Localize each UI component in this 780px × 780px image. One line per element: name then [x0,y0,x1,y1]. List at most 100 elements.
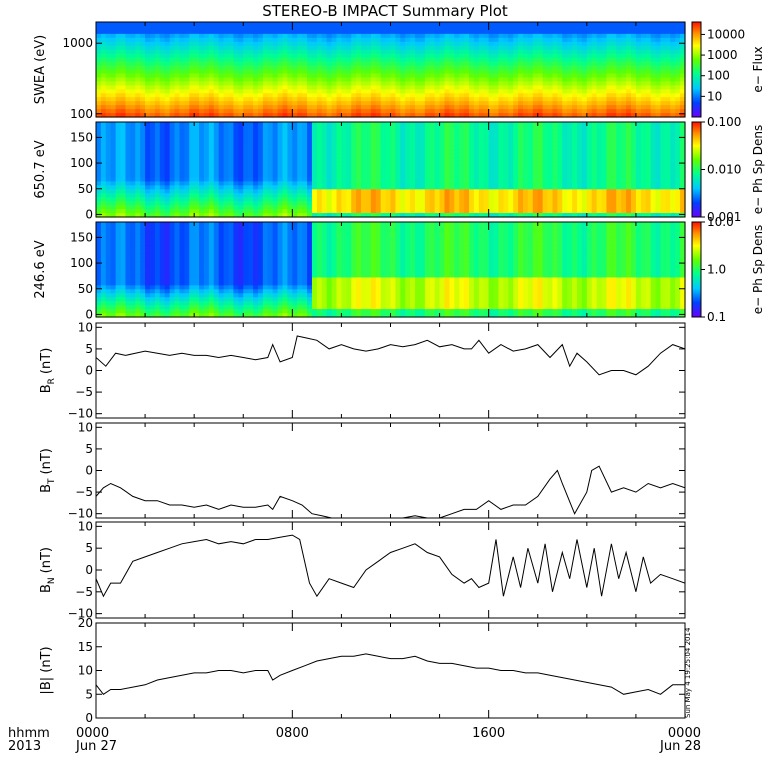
heatmap-cell [601,33,608,39]
heatmap-cell [405,149,411,155]
heatmap-cell [434,122,441,127]
heatmap-cell [586,37,593,43]
heatmap-cell [444,41,450,47]
heatmap-cell [140,89,146,94]
heatmap-cell [380,37,387,43]
heatmap-cell [199,65,205,71]
heatmap-cell [493,201,500,206]
heatmap-cell [562,69,568,75]
heatmap-cell [287,85,293,90]
heatmap-cell [650,113,657,118]
heatmap-cell [208,113,215,118]
heatmap-cell [179,97,185,102]
heatmap-cell [365,69,372,75]
heatmap-cell [419,193,426,198]
heatmap-cell [415,89,421,94]
heatmap-cell [140,181,146,186]
heatmap-cell [419,181,426,186]
heatmap-cell [459,37,465,43]
heatmap-cell [331,137,338,143]
heatmap-cell [562,25,568,31]
heatmap-cell [464,109,470,114]
heatmap-cell [626,22,632,27]
heatmap-cell [351,77,357,82]
heatmap-cell [115,93,122,98]
heatmap-cell [297,137,303,143]
heatmap-cell [213,177,220,182]
heatmap-cell [375,197,382,202]
heatmap-cell [203,141,210,147]
heatmap-cell [400,153,406,159]
heatmap-cell [262,145,269,151]
heatmap-cell [537,33,544,39]
heatmap-cell [302,33,308,39]
heatmap-cell [253,193,259,198]
heatmap-cell [272,73,279,79]
heatmap-cell [415,69,421,75]
heatmap-cell [503,97,509,102]
heatmap-cell [675,22,681,27]
heatmap-cell [503,25,509,31]
heatmap-cell [154,101,161,106]
heatmap-cell [469,125,475,131]
heatmap-cell [429,85,436,90]
heatmap-cell [675,41,681,47]
heatmap-cell [311,45,318,51]
heatmap-cell [130,25,136,31]
heatmap-cell [331,209,338,214]
heatmap-cell [110,77,117,82]
heatmap-cell [380,177,387,182]
heatmap-cell [174,65,181,71]
heatmap-cell [601,89,608,94]
heatmap-cell [621,93,627,98]
heatmap-cell [508,89,514,94]
heatmap-cell [478,141,485,147]
heatmap-cell [424,181,431,186]
heatmap-cell [208,33,215,39]
heatmap-cell [385,137,392,143]
heatmap-cell [297,169,303,175]
heatmap-cell [341,61,347,67]
heatmap-cell [503,81,509,86]
heatmap-cell [454,137,460,143]
heatmap-cell [405,153,411,159]
heatmap-cell [464,169,470,175]
heatmap-cell [331,141,338,147]
heatmap-cell [203,122,210,127]
heatmap-cell [400,33,406,39]
heatmap-cell [218,109,225,114]
heatmap-cell [189,122,195,127]
heatmap-cell [508,41,514,47]
heatmap-cell [493,37,500,43]
heatmap-cell [395,49,401,55]
heatmap-cell [459,181,465,186]
heatmap-cell [194,157,200,163]
heatmap-cell [351,65,357,71]
heatmap-cell [125,125,131,131]
heatmap-cell [395,57,401,63]
heatmap-cell [498,73,504,79]
heatmap-cell [375,53,382,59]
heatmap-cell [287,89,293,94]
heatmap-cell [478,157,485,163]
heatmap-cell [478,133,485,139]
heatmap-cell [130,181,136,186]
heatmap-cell [370,122,377,127]
heatmap-cell [444,85,450,90]
heatmap-cell [498,201,504,206]
heatmap-cell [130,125,136,131]
heatmap-cell [184,213,190,218]
heatmap-cell [253,65,259,71]
heatmap-cell [591,49,598,55]
heatmap-cell [203,129,210,135]
heatmap-cell [184,177,190,182]
heatmap-cell [508,73,514,79]
heatmap-cell [601,25,608,31]
heatmap-cell [199,22,205,27]
heatmap-cell [307,65,313,71]
heatmap-cell [675,89,681,94]
heatmap-cell [302,149,308,155]
heatmap-cell [675,105,681,110]
heatmap-cell [449,133,455,139]
heatmap-cell [419,37,426,43]
